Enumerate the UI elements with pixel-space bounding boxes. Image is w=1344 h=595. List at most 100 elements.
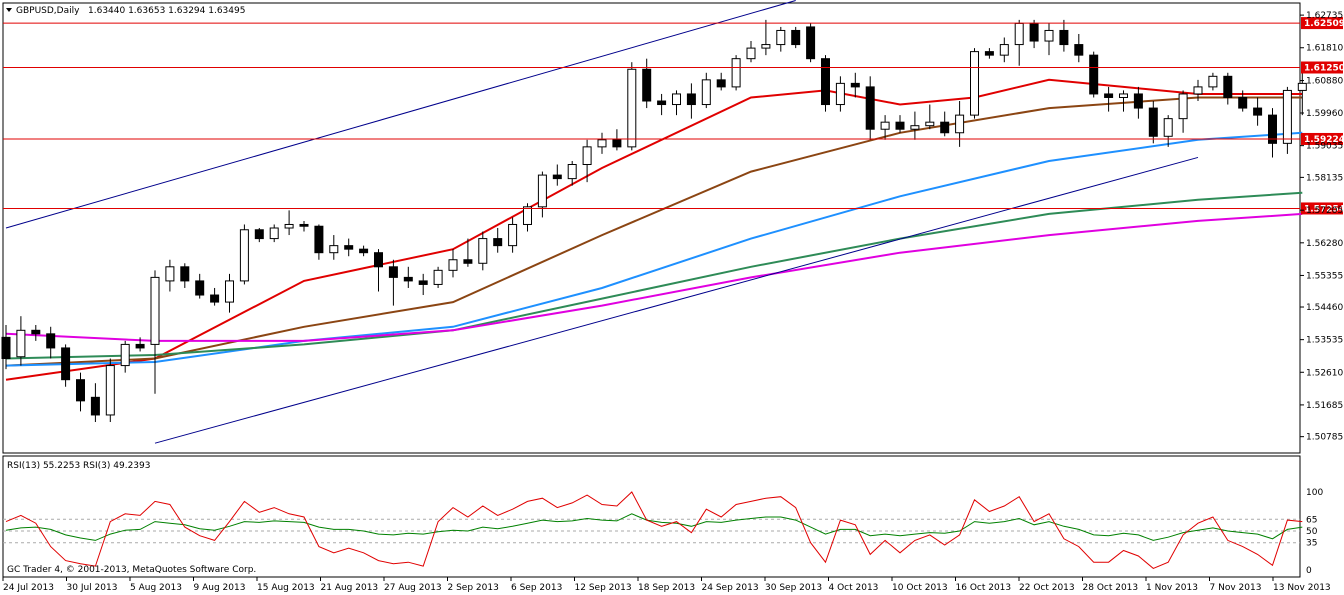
candle-body — [329, 245, 339, 254]
candle-body — [239, 229, 249, 282]
candlestick-layer — [1, 19, 1307, 423]
candle-body — [284, 223, 294, 229]
candle-body — [1297, 82, 1307, 91]
moving-average-line — [5, 191, 1303, 360]
rsi-header: RSI(13) 55.2253 RSI(3) 49.2393 — [7, 461, 150, 471]
date-tick-label: 21 Aug 2013 — [321, 583, 379, 593]
candle-body — [403, 276, 413, 282]
date-tick-label: 2 Sep 2013 — [448, 583, 499, 593]
candle-body — [1148, 107, 1158, 137]
rsi13-line — [5, 513, 1303, 541]
candle-body — [374, 252, 383, 268]
candle-body — [1268, 114, 1277, 144]
trend-channel-layer — [5, 0, 1199, 444]
chart-symbol: GBPUSD,Daily — [16, 6, 80, 16]
candle-body — [344, 245, 354, 250]
candle-body — [1104, 93, 1114, 98]
candle-body — [1223, 75, 1233, 98]
candle-body — [16, 329, 26, 358]
copyright-text: GC Trader 4, © 2001-2013, MetaQuotes Sof… — [7, 565, 256, 575]
date-tick-label: 12 Sep 2013 — [575, 583, 632, 593]
price-tick-label: 1.50785 — [1306, 433, 1343, 443]
price-tick-label: 1.60880 — [1306, 77, 1343, 87]
candle-body — [642, 68, 652, 102]
candle-body — [388, 266, 398, 278]
date-tick-label: 7 Nov 2013 — [1210, 583, 1262, 593]
date-tick-label: 10 Oct 2013 — [892, 583, 948, 593]
candle-body — [910, 125, 920, 130]
candle-body — [984, 51, 994, 56]
level-price-tag-label: 1.61250 — [1304, 63, 1344, 73]
candle-body — [940, 121, 950, 134]
moving-average-line — [5, 212, 1303, 342]
candle-body — [1133, 93, 1143, 109]
candle-body — [672, 93, 681, 106]
price-tick-label: 1.56280 — [1306, 239, 1343, 249]
candle-body — [448, 259, 458, 271]
candle-body — [135, 343, 145, 349]
level-price-tag-label: 1.59224 — [1304, 135, 1344, 145]
candle-body — [1089, 54, 1099, 95]
candle-body — [895, 121, 905, 130]
date-tick-label: 22 Oct 2013 — [1019, 583, 1075, 593]
candle-body — [880, 121, 890, 130]
price-tick-label: 1.57205 — [1306, 206, 1343, 216]
rsi-tick-label: 100 — [1306, 488, 1323, 498]
price-tick-label: 1.55355 — [1306, 271, 1343, 281]
candle-body — [359, 248, 369, 254]
candle-body — [254, 229, 264, 240]
candle-body — [955, 114, 965, 134]
date-tick-label: 28 Oct 2013 — [1083, 583, 1139, 593]
candle-body — [105, 365, 115, 416]
level-price-tag-label: 1.62509 — [1304, 19, 1344, 29]
candle-body — [46, 333, 56, 349]
candle-body — [716, 79, 726, 88]
candle-body — [776, 29, 786, 46]
symbol-dropdown-icon[interactable] — [6, 8, 12, 12]
date-tick-label: 13 Nov 2013 — [1273, 583, 1331, 593]
date-tick-label: 27 Aug 2013 — [384, 583, 442, 593]
price-tick-label: 1.53535 — [1306, 336, 1343, 346]
horizontal-levels-layer: 1.62509 1.61250 1.59224 1.57254 — [3, 17, 1344, 215]
price-tick-label: 1.58135 — [1306, 173, 1343, 183]
candle-body — [925, 121, 935, 127]
candle-body — [1059, 29, 1069, 46]
candle-body — [195, 280, 205, 296]
rsi-tick-label: 35 — [1306, 539, 1317, 549]
candle-body — [1044, 29, 1054, 42]
candle-body — [597, 139, 607, 148]
candle-body — [791, 29, 801, 46]
candle-body — [90, 396, 100, 416]
candle-body — [31, 329, 41, 335]
price-tick-label: 1.54460 — [1306, 303, 1343, 313]
date-tick-label: 18 Sep 2013 — [638, 583, 695, 593]
level-price-tag-label: 1.57254 — [1304, 204, 1344, 214]
date-tick-label: 24 Sep 2013 — [702, 583, 759, 593]
candle-body — [821, 58, 830, 106]
date-tick-label: 30 Jul 2013 — [67, 583, 118, 593]
chart-ohlc: 1.63440 1.63653 1.63294 1.63495 — [88, 6, 245, 16]
candle-body — [418, 280, 428, 285]
candle-body — [567, 164, 577, 180]
candle-body — [61, 347, 71, 381]
candle-body — [806, 26, 816, 60]
candle-body — [1, 336, 11, 360]
candle-body — [463, 259, 473, 264]
date-tick-label: 30 Sep 2013 — [765, 583, 822, 593]
candle-body — [1238, 96, 1248, 109]
price-tick-label: 1.62735 — [1306, 11, 1343, 21]
candle-body — [478, 238, 488, 264]
candle-body — [314, 225, 324, 254]
rsi-tick-label: 65 — [1306, 515, 1317, 525]
candle-body — [120, 343, 130, 367]
date-tick-label: 15 Aug 2013 — [257, 583, 315, 593]
candle-body — [582, 146, 592, 166]
candle-body — [1029, 22, 1039, 42]
candle-body — [746, 47, 756, 60]
candle-body — [1178, 93, 1188, 120]
price-axis: 1.62735 1.61810 1.60880 1.59960 1.59035 1.581… — [1300, 11, 1343, 443]
candle-body — [731, 58, 741, 88]
date-tick-label: 5 Aug 2013 — [130, 583, 182, 593]
candle-body — [701, 79, 711, 106]
candle-body — [657, 100, 667, 106]
